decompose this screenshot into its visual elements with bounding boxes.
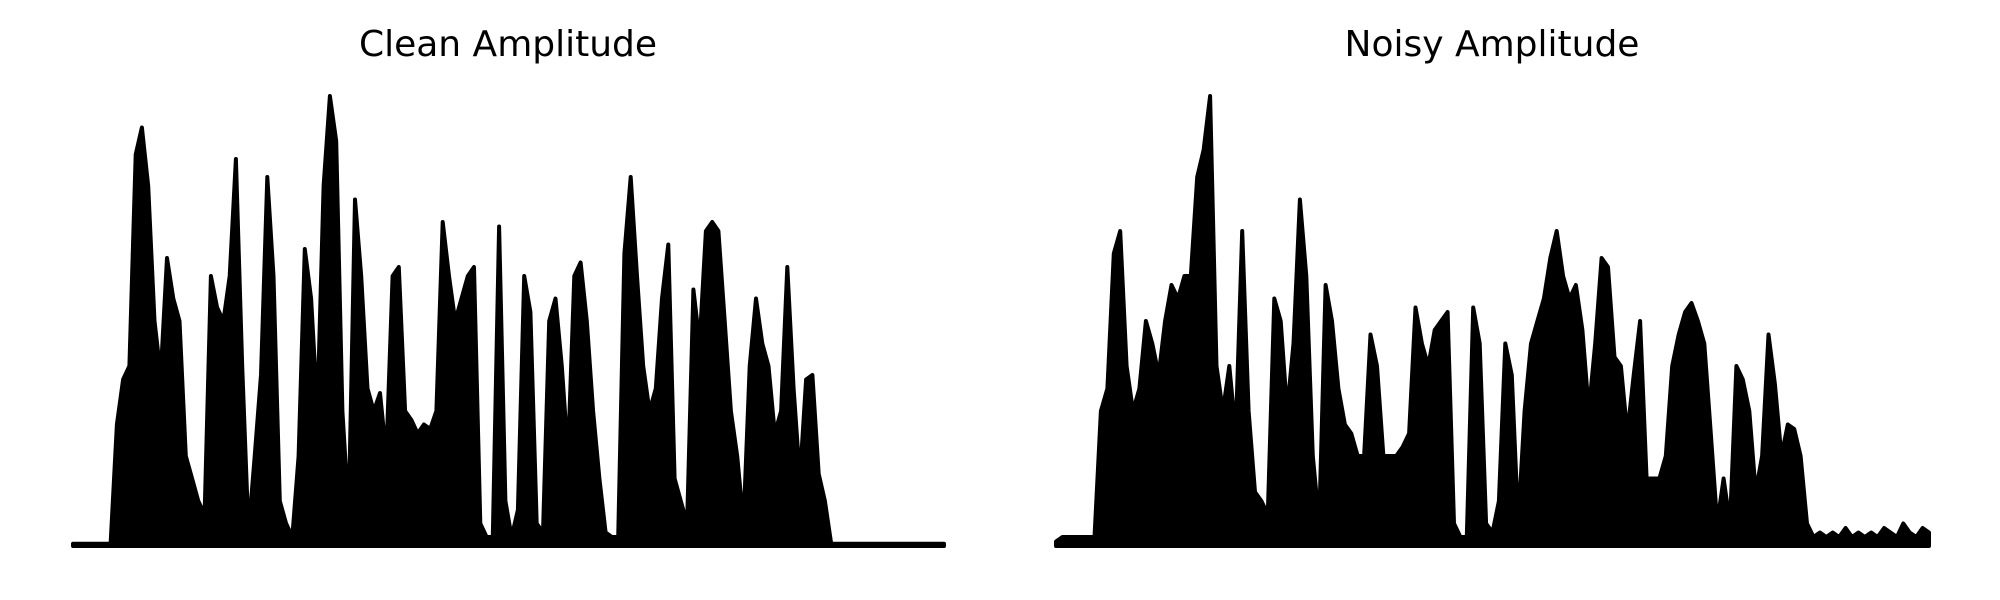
chart-title: Noisy Amplitude	[1345, 24, 1640, 65]
amplitude-area	[1054, 94, 1931, 548]
amplitude-area	[71, 94, 946, 548]
chart-title: Clean Amplitude	[359, 24, 657, 65]
